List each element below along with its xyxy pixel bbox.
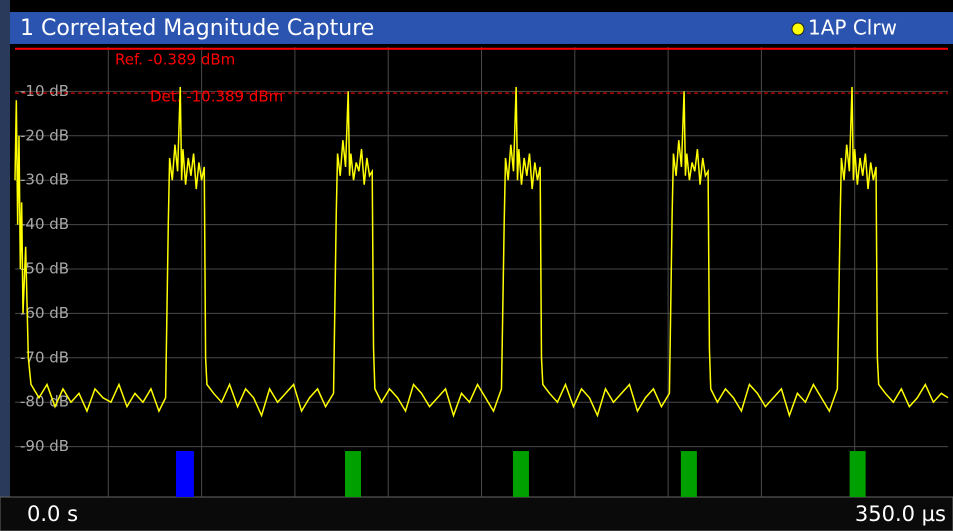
y-tick-label: -20 dB [20, 126, 69, 144]
slot-marker [345, 451, 362, 497]
y-tick-label: -80 dB [20, 393, 69, 411]
y-tick-label: -50 dB [20, 260, 69, 278]
det-label: Det. -10.389 dBm [150, 88, 283, 106]
y-tick-label: -90 dB [20, 437, 69, 455]
y-tick-label: -10 dB [20, 82, 69, 100]
legend-label: 1AP Clrw [808, 16, 897, 40]
y-tick-label: -40 dB [20, 215, 69, 233]
plot-area: -10 dB -20 dB -30 dB -40 dB -50 dB -60 dB -70 … [14, 47, 949, 497]
slot-marker [849, 451, 866, 497]
status-bar [0, 496, 953, 531]
window-title: 1 Correlated Magnitude Capture [20, 16, 374, 41]
x-tick-label: 0.0 s [27, 502, 78, 526]
ref-label: Ref. -0.389 dBm [115, 51, 235, 69]
slot-marker [176, 451, 194, 497]
left-edge [0, 0, 10, 531]
legend-marker [791, 22, 805, 36]
y-tick-label: -70 dB [20, 348, 69, 366]
y-tick-label: -60 dB [20, 304, 69, 322]
y-tick-label: -30 dB [20, 171, 69, 189]
slot-marker [512, 451, 529, 497]
slot-marker [680, 451, 697, 497]
trace [14, 86, 949, 418]
x-tick-label: 350.0 µs [855, 502, 946, 526]
